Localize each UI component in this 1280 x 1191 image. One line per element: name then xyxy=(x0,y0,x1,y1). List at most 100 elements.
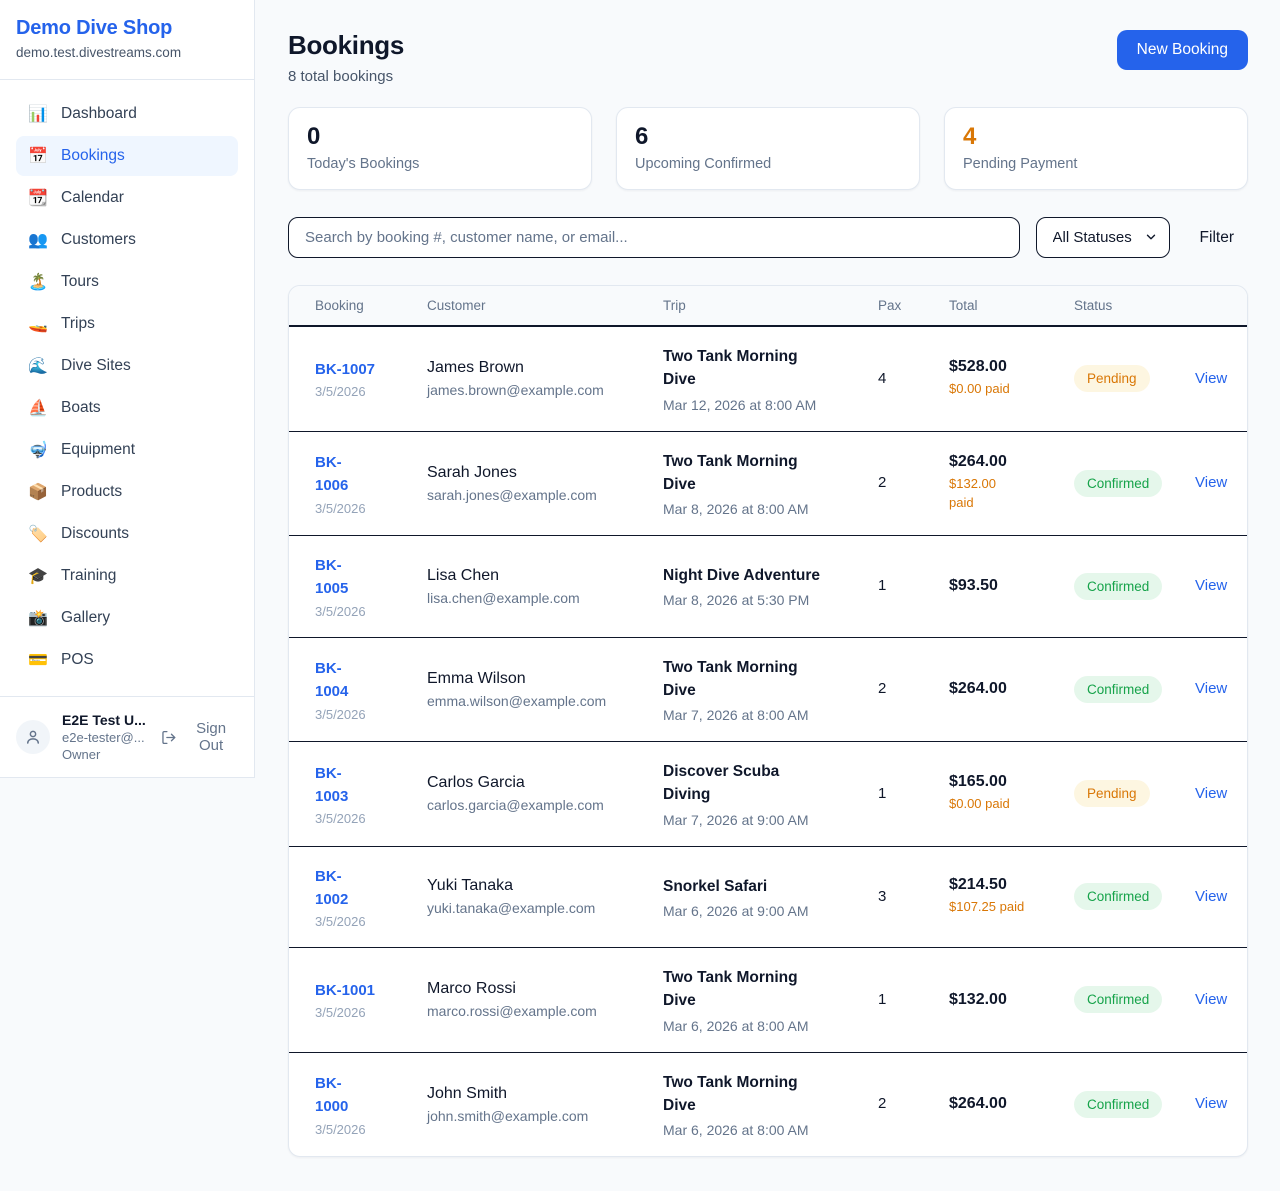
booking-date: 3/5/2026 xyxy=(315,914,366,929)
customer-email: yuki.tanaka@example.com xyxy=(427,900,596,917)
page-subtitle: 8 total bookings xyxy=(288,68,394,85)
booking-id-link[interactable]: BK- 1003 xyxy=(315,764,349,805)
people-icon: 👥 xyxy=(28,232,48,249)
view-link[interactable]: View xyxy=(1195,369,1228,387)
view-link[interactable]: View xyxy=(1195,1095,1228,1113)
trip-name: Two Tank Morning Dive xyxy=(663,658,798,699)
booking-date: 3/5/2026 xyxy=(315,500,366,516)
stat-card-pending-payment: 4 Pending Payment xyxy=(944,107,1248,190)
view-link[interactable]: View xyxy=(1195,680,1228,698)
sidebar-item-trips[interactable]: 🚤 Trips xyxy=(16,304,238,344)
island-icon: 🏝️ xyxy=(28,274,48,291)
total-amount: $165.00 xyxy=(949,773,1007,791)
booking-id-link[interactable]: BK-1001 xyxy=(315,982,376,1000)
trip-date: Mar 12, 2026 at 8:00 AM xyxy=(663,396,817,413)
page-header: Bookings 8 total bookings New Booking xyxy=(288,30,1248,85)
sidebar-item-pos[interactable]: 💳 POS xyxy=(16,640,238,680)
trip-name: Two Tank Morning Dive xyxy=(663,1073,798,1114)
status-badge: Confirmed xyxy=(1074,572,1163,600)
bookings-table-card: Booking Customer Trip Pax Total Status B… xyxy=(288,285,1248,1157)
trip-date: Mar 7, 2026 at 9:00 AM xyxy=(663,811,809,828)
pax-value: 4 xyxy=(878,369,887,387)
sidebar-item-discounts[interactable]: 🏷️ Discounts xyxy=(16,514,238,554)
sidebar-item-label: Calendar xyxy=(61,189,124,206)
user-info: E2E Test U... e2e-tester@... Owner xyxy=(62,712,147,762)
customer-name: James Brown xyxy=(427,359,524,377)
sidebar-item-bookings[interactable]: 📅 Bookings xyxy=(16,136,238,176)
sidebar-item-gallery[interactable]: 📸 Gallery xyxy=(16,598,238,638)
view-link[interactable]: View xyxy=(1195,577,1228,595)
sidebar-item-equipment[interactable]: 🤿 Equipment xyxy=(16,430,238,470)
sidebar-item-label: Trips xyxy=(61,315,95,332)
new-booking-button[interactable]: New Booking xyxy=(1116,30,1248,70)
total-paid: $107.25 paid xyxy=(949,899,1025,915)
stat-label: Pending Payment xyxy=(963,156,1078,172)
sidebar-item-boats[interactable]: ⛵ Boats xyxy=(16,388,238,428)
column-header-actions xyxy=(1179,286,1247,327)
bookings-table-body: BK-1007 3/5/2026 James Brown james.brown… xyxy=(289,326,1247,1156)
trip-date: Mar 7, 2026 at 8:00 AM xyxy=(663,707,809,723)
column-header-status: Status xyxy=(1058,286,1179,327)
main-content: Bookings 8 total bookings New Booking 0 … xyxy=(256,0,1280,1191)
view-link[interactable]: View xyxy=(1195,990,1228,1008)
customer-email: emma.wilson@example.com xyxy=(427,692,607,709)
sidebar-item-dashboard[interactable]: 📊 Dashboard xyxy=(16,94,238,134)
stat-value: 4 xyxy=(963,123,977,150)
table-row: BK- 1000 3/5/2026 John Smith john.smith@… xyxy=(289,1052,1247,1156)
trip-date: Mar 8, 2026 at 8:00 AM xyxy=(663,501,809,517)
total-amount: $264.00 xyxy=(949,680,1007,698)
table-row: BK- 1004 3/5/2026 Emma Wilson emma.wilso… xyxy=(289,637,1247,742)
table-header: Booking Customer Trip Pax Total Status xyxy=(289,286,1247,327)
table-row: BK- 1005 3/5/2026 Lisa Chen lisa.chen@ex… xyxy=(289,536,1247,637)
stat-label: Today's Bookings xyxy=(307,156,420,172)
sidebar-item-training[interactable]: 🎓 Training xyxy=(16,556,238,596)
status-filter-select[interactable]: All Statuses xyxy=(1035,217,1170,258)
column-header-trip: Trip xyxy=(647,286,862,327)
brand-name: Demo Dive Shop xyxy=(16,17,173,39)
booking-id-link[interactable]: BK- 1002 xyxy=(315,867,349,908)
customer-email: lisa.chen@example.com xyxy=(427,589,580,606)
view-link[interactable]: View xyxy=(1195,474,1228,492)
sidebar-item-dive-sites[interactable]: 🌊 Dive Sites xyxy=(16,346,238,386)
booking-id-link[interactable]: BK- 1004 xyxy=(315,660,349,701)
speedboat-icon: 🚤 xyxy=(28,316,48,333)
table-row: BK- 1002 3/5/2026 Yuki Tanaka yuki.tanak… xyxy=(289,846,1247,948)
sign-out-button[interactable]: Sign Out xyxy=(161,720,238,754)
status-badge: Confirmed xyxy=(1074,986,1163,1014)
booking-id-link[interactable]: BK-1007 xyxy=(315,361,376,379)
customer-name: Emma Wilson xyxy=(427,669,526,687)
brand[interactable]: Demo Dive Shop demo.test.divestreams.com xyxy=(0,0,254,80)
status-badge: Confirmed xyxy=(1074,1090,1163,1118)
status-badge: Confirmed xyxy=(1074,883,1163,911)
package-icon: 📦 xyxy=(28,484,48,501)
booking-id-link[interactable]: BK- 1006 xyxy=(315,454,349,495)
sidebar-item-products[interactable]: 📦 Products xyxy=(16,472,238,512)
customer-name: Lisa Chen xyxy=(427,566,500,584)
user-footer: E2E Test U... e2e-tester@... Owner Sign … xyxy=(0,696,254,777)
search-input[interactable] xyxy=(288,217,1020,258)
user-icon xyxy=(27,730,39,744)
booking-id-link[interactable]: BK- 1000 xyxy=(315,1075,349,1116)
status-badge: Confirmed xyxy=(1074,469,1163,497)
avatar xyxy=(16,720,50,754)
bookings-table: Booking Customer Trip Pax Total Status B… xyxy=(289,286,1247,1156)
sailboat-icon: ⛵ xyxy=(28,400,48,417)
view-link[interactable]: View xyxy=(1195,887,1228,905)
stat-value: 0 xyxy=(307,123,321,150)
sidebar-item-calendar[interactable]: 📆 Calendar xyxy=(16,178,238,218)
view-link[interactable]: View xyxy=(1195,784,1228,802)
column-header-booking: Booking xyxy=(289,286,411,327)
sidebar-item-customers[interactable]: 👥 Customers xyxy=(16,220,238,260)
booking-date: 3/5/2026 xyxy=(315,706,366,722)
trip-name: Two Tank Morning Dive xyxy=(663,969,798,1010)
wave-icon: 🌊 xyxy=(28,358,48,375)
table-row: BK- 1003 3/5/2026 Carlos Garcia carlos.g… xyxy=(289,742,1247,846)
booking-id-link[interactable]: BK- 1005 xyxy=(315,557,349,598)
sidebar-item-tours[interactable]: 🏝️ Tours xyxy=(16,262,238,302)
customer-email: john.smith@example.com xyxy=(427,1107,589,1124)
trip-date: Mar 6, 2026 at 8:00 AM xyxy=(663,1122,809,1138)
status-filter-wrap: All Statuses xyxy=(1035,217,1170,258)
trip-name: Two Tank Morning Dive xyxy=(663,452,798,493)
filter-button[interactable]: Filter xyxy=(1186,221,1248,255)
sidebar-item-label: Products xyxy=(61,483,123,500)
